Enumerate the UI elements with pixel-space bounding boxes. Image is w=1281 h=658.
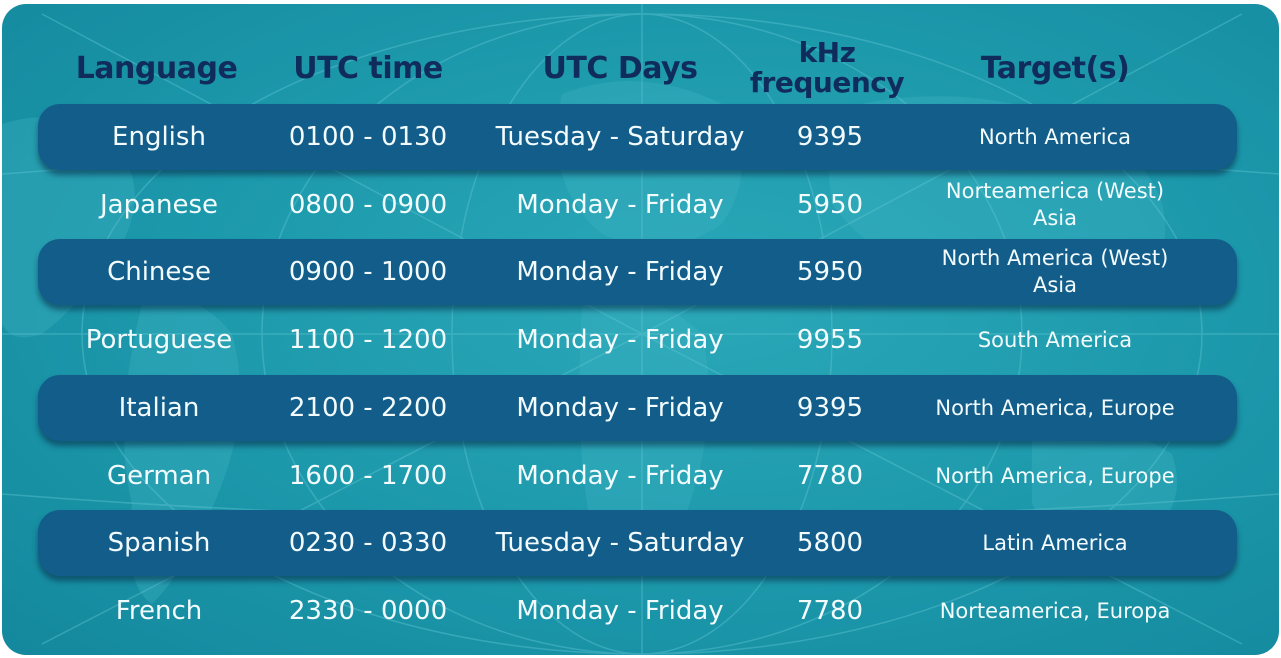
table-row-french: French 2330 - 0000 Monday - Friday 7780 … — [2, 578, 1279, 644]
cell-target-line1: North America — [978, 124, 1132, 149]
table-row-english: English 0100 - 0130 Tuesday - Saturday 9… — [2, 104, 1279, 170]
cell-utc-time: 1600 - 1700 — [288, 461, 448, 491]
cell-utc-time: 0800 - 0900 — [288, 190, 448, 220]
cell-utc-days: Monday - Friday — [516, 257, 724, 287]
cell-utc-time: 0230 - 0330 — [288, 528, 448, 558]
row-highlight-band — [38, 375, 1237, 441]
cell-target: Norteamerica, Europa — [907, 578, 1203, 644]
cell-utc-days: Tuesday - Saturday — [495, 122, 745, 152]
table-row-german: German 1600 - 1700 Monday - Friday 7780 … — [2, 443, 1279, 509]
cell-language: Italian — [118, 393, 200, 423]
schedule-panel: Language UTC time UTC Days kHz frequency… — [2, 4, 1279, 655]
cell-utc-days: Monday - Friday — [516, 190, 724, 220]
cell-utc-time: 2330 - 0000 — [288, 596, 448, 626]
cell-target: Latin America — [907, 510, 1203, 576]
cell-utc-days: Monday - Friday — [516, 461, 724, 491]
cell-utc-time: 0100 - 0130 — [288, 122, 448, 152]
cell-language: Chinese — [107, 257, 211, 287]
cell-target-line2: Asia — [1032, 206, 1077, 230]
cell-frequency: 7780 — [796, 461, 864, 491]
cell-frequency: 9955 — [796, 325, 864, 355]
row-highlight-band — [38, 104, 1237, 170]
cell-frequency: 5950 — [796, 257, 864, 287]
cell-target-line2: Asia — [1032, 273, 1077, 297]
cell-utc-days: Monday - Friday — [516, 393, 724, 423]
header-frequency-label: frequency — [749, 66, 905, 99]
cell-target: Norteamerica (West) Asia — [907, 172, 1203, 238]
cell-utc-days: Tuesday - Saturday — [495, 528, 745, 558]
header-utc-time: UTC time — [293, 50, 443, 86]
header-frequency: kHz frequency — [742, 28, 912, 108]
cell-target: North America (West) Asia — [907, 239, 1203, 305]
cell-target-line1: Norteamerica (West) — [945, 179, 1165, 203]
table-row-spanish: Spanish 0230 - 0330 Tuesday - Saturday 5… — [2, 510, 1279, 576]
cell-language: Japanese — [99, 190, 219, 220]
header-frequency-unit: kHz — [798, 36, 856, 69]
table-row-italian: Italian 2100 - 2200 Monday - Friday 9395… — [2, 375, 1279, 441]
row-highlight-band — [38, 510, 1237, 576]
cell-frequency: 5950 — [796, 190, 864, 220]
cell-language: English — [112, 122, 206, 152]
cell-frequency: 9395 — [796, 122, 864, 152]
cell-language: Portuguese — [85, 325, 233, 355]
cell-target-line1: Latin America — [982, 530, 1128, 555]
table-header: Language UTC time UTC Days kHz frequency… — [2, 28, 1279, 108]
cell-utc-days: Monday - Friday — [516, 596, 724, 626]
cell-utc-time: 2100 - 2200 — [288, 393, 448, 423]
cell-target: North America — [907, 104, 1203, 170]
cell-language: French — [115, 596, 203, 626]
cell-utc-time: 1100 - 1200 — [288, 325, 448, 355]
cell-frequency: 9395 — [796, 393, 864, 423]
cell-language: German — [106, 461, 212, 491]
cell-target: North America, Europe — [907, 443, 1203, 509]
cell-target-line1: Norteamerica, Europa — [939, 598, 1171, 623]
table-row-portuguese: Portuguese 1100 - 1200 Monday - Friday 9… — [2, 307, 1279, 373]
table-row-chinese: Chinese 0900 - 1000 Monday - Friday 5950… — [2, 239, 1279, 305]
cell-target-line1: North America (West) — [941, 246, 1169, 270]
cell-language: Spanish — [107, 528, 211, 558]
cell-target-line1: South America — [977, 327, 1133, 352]
cell-target: North America, Europe — [907, 375, 1203, 441]
cell-utc-time: 0900 - 1000 — [288, 257, 448, 287]
cell-utc-days: Monday - Friday — [516, 325, 724, 355]
cell-frequency: 7780 — [796, 596, 864, 626]
cell-frequency: 5800 — [796, 528, 864, 558]
header-utc-days: UTC Days — [542, 50, 698, 86]
header-language: Language — [75, 50, 238, 86]
table-row-japanese: Japanese 0800 - 0900 Monday - Friday 595… — [2, 172, 1279, 238]
row-highlight-band — [38, 239, 1237, 305]
cell-target: South America — [907, 307, 1203, 373]
cell-target-line1: North America, Europe — [935, 395, 1175, 420]
header-targets: Target(s) — [980, 50, 1130, 86]
cell-target-line1: North America, Europe — [935, 463, 1175, 488]
